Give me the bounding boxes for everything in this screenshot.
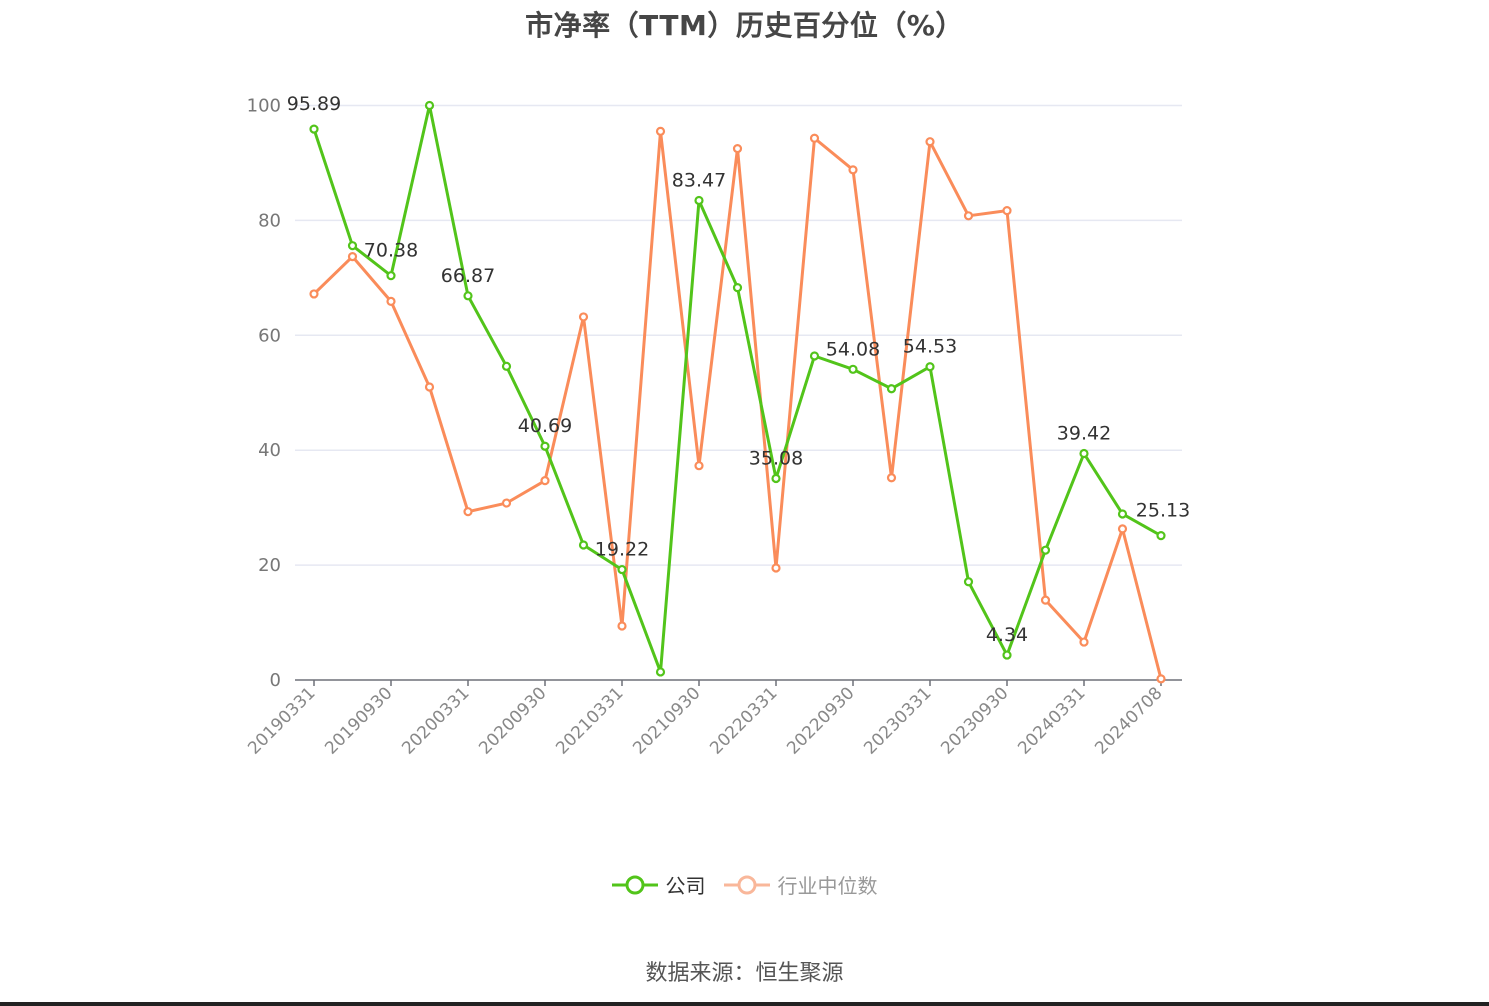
data-label: 19.22 [595, 539, 649, 561]
chart-title: 市净率（TTM）历史百分位（%） [525, 9, 964, 42]
x-axis: 20190331 20190930 20200331 20200930 20210331… [244, 679, 1182, 759]
y-axis: 0 20 40 60 80 100 [247, 96, 281, 692]
data-point[interactable] [1040, 545, 1051, 555]
data-point[interactable] [694, 461, 704, 471]
data-point[interactable] [424, 100, 435, 111]
data-point[interactable] [617, 621, 627, 631]
data-point[interactable] [655, 667, 666, 677]
data-label: 25.13 [1136, 500, 1190, 522]
x-tick-label: 20240331 [1014, 683, 1089, 758]
data-label: 40.69 [518, 415, 572, 437]
data-point[interactable] [347, 251, 358, 262]
data-point[interactable] [886, 384, 897, 394]
data-label: 39.42 [1057, 423, 1111, 445]
data-point[interactable] [463, 507, 473, 517]
data-point[interactable] [925, 362, 935, 372]
data-labels: 95.89 70.38 66.87 40.69 19.22 83.47 35.08 54.08… [287, 93, 1190, 646]
y-tick-label: 100 [247, 96, 281, 117]
series-company[interactable] [309, 100, 1166, 677]
data-label: 70.38 [364, 240, 418, 262]
legend-line-circle-icon [723, 875, 770, 894]
data-point[interactable] [809, 351, 820, 361]
data-label: 54.08 [826, 338, 880, 360]
data-point[interactable] [463, 291, 473, 301]
data-point[interactable] [424, 382, 435, 392]
x-tick-label: 20210331 [552, 683, 627, 758]
data-point[interactable] [1156, 531, 1166, 541]
data-point[interactable] [617, 564, 627, 575]
data-label: 95.89 [287, 93, 341, 115]
series-line [312, 129, 1163, 680]
data-point[interactable] [578, 312, 589, 322]
data-point[interactable] [501, 498, 512, 508]
x-tick-label: 20210930 [629, 683, 704, 758]
data-label: 83.47 [672, 169, 726, 191]
data-point[interactable] [655, 126, 666, 136]
data-point[interactable] [694, 195, 704, 206]
data-point[interactable] [1002, 650, 1012, 660]
data-label: 54.53 [903, 336, 957, 358]
x-tick-label: 20200331 [398, 683, 473, 758]
y-tick-label: 80 [258, 210, 281, 231]
x-tick-label: 20230930 [937, 683, 1012, 758]
legend: 公司 行业中位数 [0, 870, 1489, 899]
data-point[interactable] [309, 124, 319, 134]
data-point[interactable] [848, 165, 858, 175]
data-point[interactable] [1117, 509, 1128, 519]
data-point[interactable] [848, 364, 858, 374]
legend-label-industry-median: 行业中位数 [777, 874, 878, 898]
x-tick-label: 20240708 [1091, 683, 1166, 758]
bottom-border [0, 1002, 1489, 1006]
y-tick-label: 0 [270, 670, 281, 691]
series-line [312, 104, 1162, 674]
data-point[interactable] [732, 143, 743, 154]
x-tick-label: 20200930 [475, 683, 550, 758]
data-point[interactable] [963, 577, 974, 587]
y-tick-label: 40 [258, 440, 281, 461]
x-tick-label: 20220331 [706, 683, 781, 758]
legend-item-industry-median[interactable]: 行业中位数 [723, 870, 878, 899]
data-point[interactable] [386, 271, 396, 281]
x-tick-label: 20190930 [321, 683, 396, 758]
legend-line-circle-icon [611, 875, 658, 894]
legend-item-company[interactable]: 公司 [611, 870, 706, 899]
data-point[interactable] [540, 476, 550, 486]
grid-lines [295, 104, 1182, 566]
data-point[interactable] [809, 133, 820, 143]
x-tick-label: 20230331 [860, 683, 935, 758]
y-tick-label: 20 [258, 555, 281, 576]
series-industry-median[interactable] [309, 126, 1166, 684]
data-point[interactable] [771, 473, 781, 484]
legend-label-company: 公司 [665, 874, 706, 898]
data-point[interactable] [886, 473, 897, 483]
x-tick-label: 20190331 [244, 683, 319, 758]
data-point[interactable] [1117, 524, 1128, 534]
data-point[interactable] [1079, 637, 1089, 647]
data-point[interactable] [1079, 448, 1089, 459]
data-point[interactable] [540, 441, 550, 451]
data-point[interactable] [347, 241, 358, 251]
data-point[interactable] [732, 283, 743, 293]
data-label: 4.34 [986, 624, 1028, 646]
data-point[interactable] [501, 361, 512, 371]
data-point[interactable] [925, 137, 935, 147]
data-source: 数据来源：恒生聚源 [645, 961, 844, 986]
data-point[interactable] [963, 211, 974, 221]
data-label: 35.08 [749, 447, 803, 469]
y-tick-label: 60 [258, 325, 281, 346]
x-tick-label: 20220930 [783, 683, 858, 758]
data-label: 66.87 [441, 265, 495, 287]
data-point[interactable] [771, 563, 781, 573]
data-point[interactable] [1040, 595, 1051, 605]
data-point[interactable] [578, 540, 589, 550]
data-point[interactable] [386, 296, 396, 307]
data-point[interactable] [1156, 674, 1166, 684]
data-point[interactable] [309, 289, 319, 299]
data-point[interactable] [1002, 206, 1012, 216]
